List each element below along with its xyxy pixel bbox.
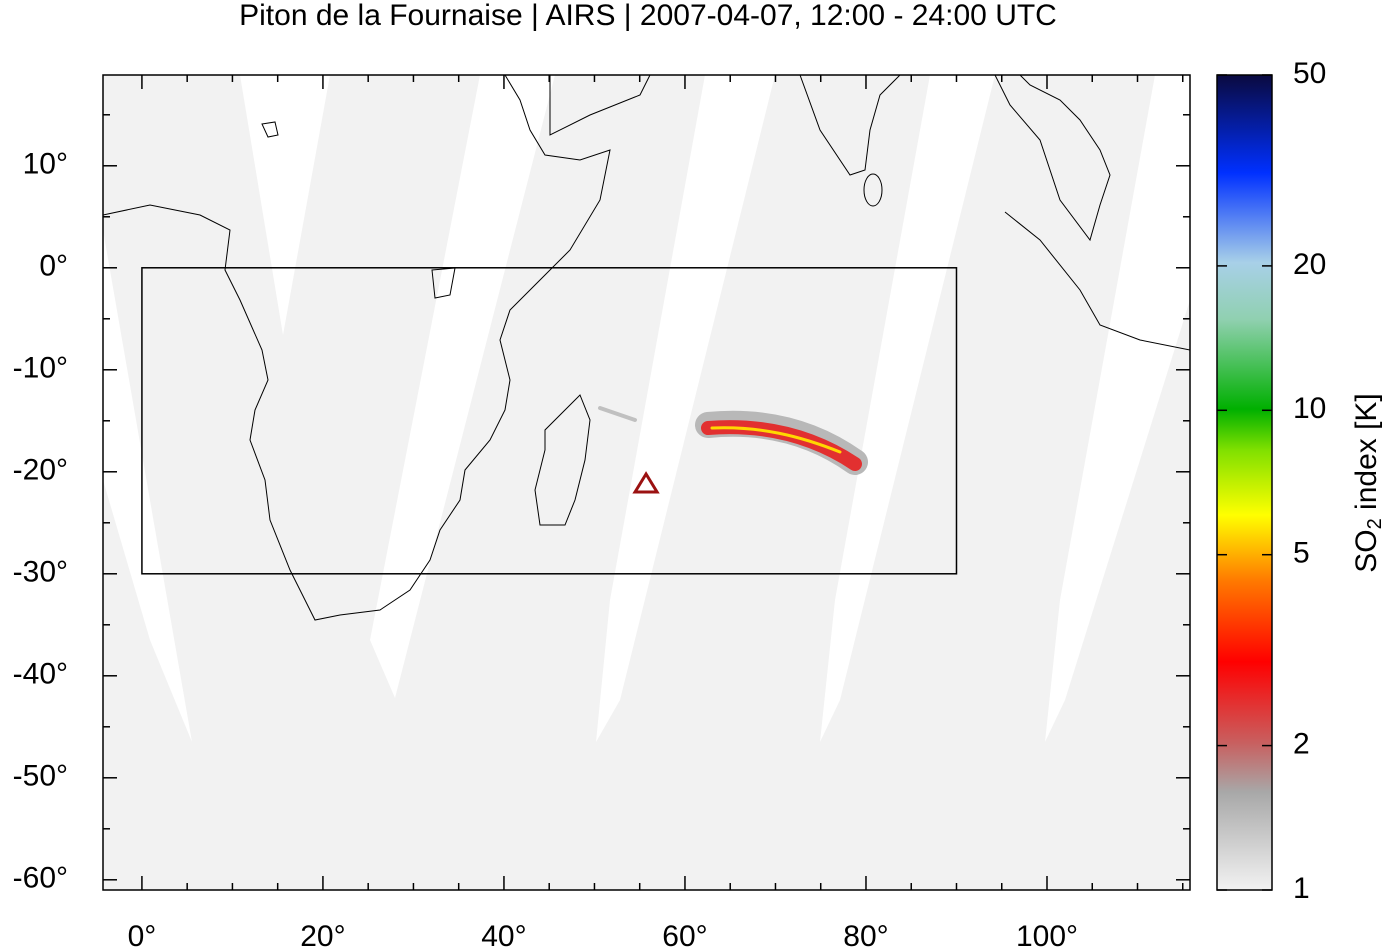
plot-frame <box>102 74 1191 891</box>
x-tick-label: 60° <box>662 920 707 950</box>
x-tick-label: 40° <box>481 920 526 950</box>
x-tick-label: 0° <box>128 920 157 950</box>
x-tick-label: 100° <box>1016 920 1078 950</box>
chart-title: Piton de la Fournaise | AIRS | 2007-04-0… <box>239 0 1057 32</box>
so2-plume <box>598 406 868 475</box>
volcano-marker <box>632 471 660 494</box>
colorbar-tick-label: 50 <box>1293 57 1326 90</box>
y-tick-label: -30° <box>13 556 68 589</box>
y-tick-label: -60° <box>13 862 68 895</box>
y-tick-label: -40° <box>13 658 68 691</box>
colorbar <box>1216 74 1273 891</box>
colorbar-tick-label: 10 <box>1293 392 1326 425</box>
x-tick-label: 80° <box>843 920 888 950</box>
y-tick-label: 0° <box>39 250 68 283</box>
coastlines <box>103 75 1190 621</box>
y-tick-label: 10° <box>23 148 68 181</box>
swath-gaps <box>103 75 1190 742</box>
colorbar-tick-label: 1 <box>1293 872 1310 905</box>
y-tick-label: -10° <box>13 352 68 385</box>
colorbar-label: SO2 index [K] <box>1350 393 1386 573</box>
colorbar-tick-label: 2 <box>1293 728 1310 761</box>
region-box <box>141 267 958 575</box>
colorbar-tick-label: 5 <box>1293 537 1310 570</box>
y-tick-label: -50° <box>13 760 68 793</box>
colorbar-tick-label: 20 <box>1293 248 1326 281</box>
x-tick-label: 20° <box>300 920 345 950</box>
y-tick-label: -20° <box>13 454 68 487</box>
map-area <box>103 75 1190 890</box>
